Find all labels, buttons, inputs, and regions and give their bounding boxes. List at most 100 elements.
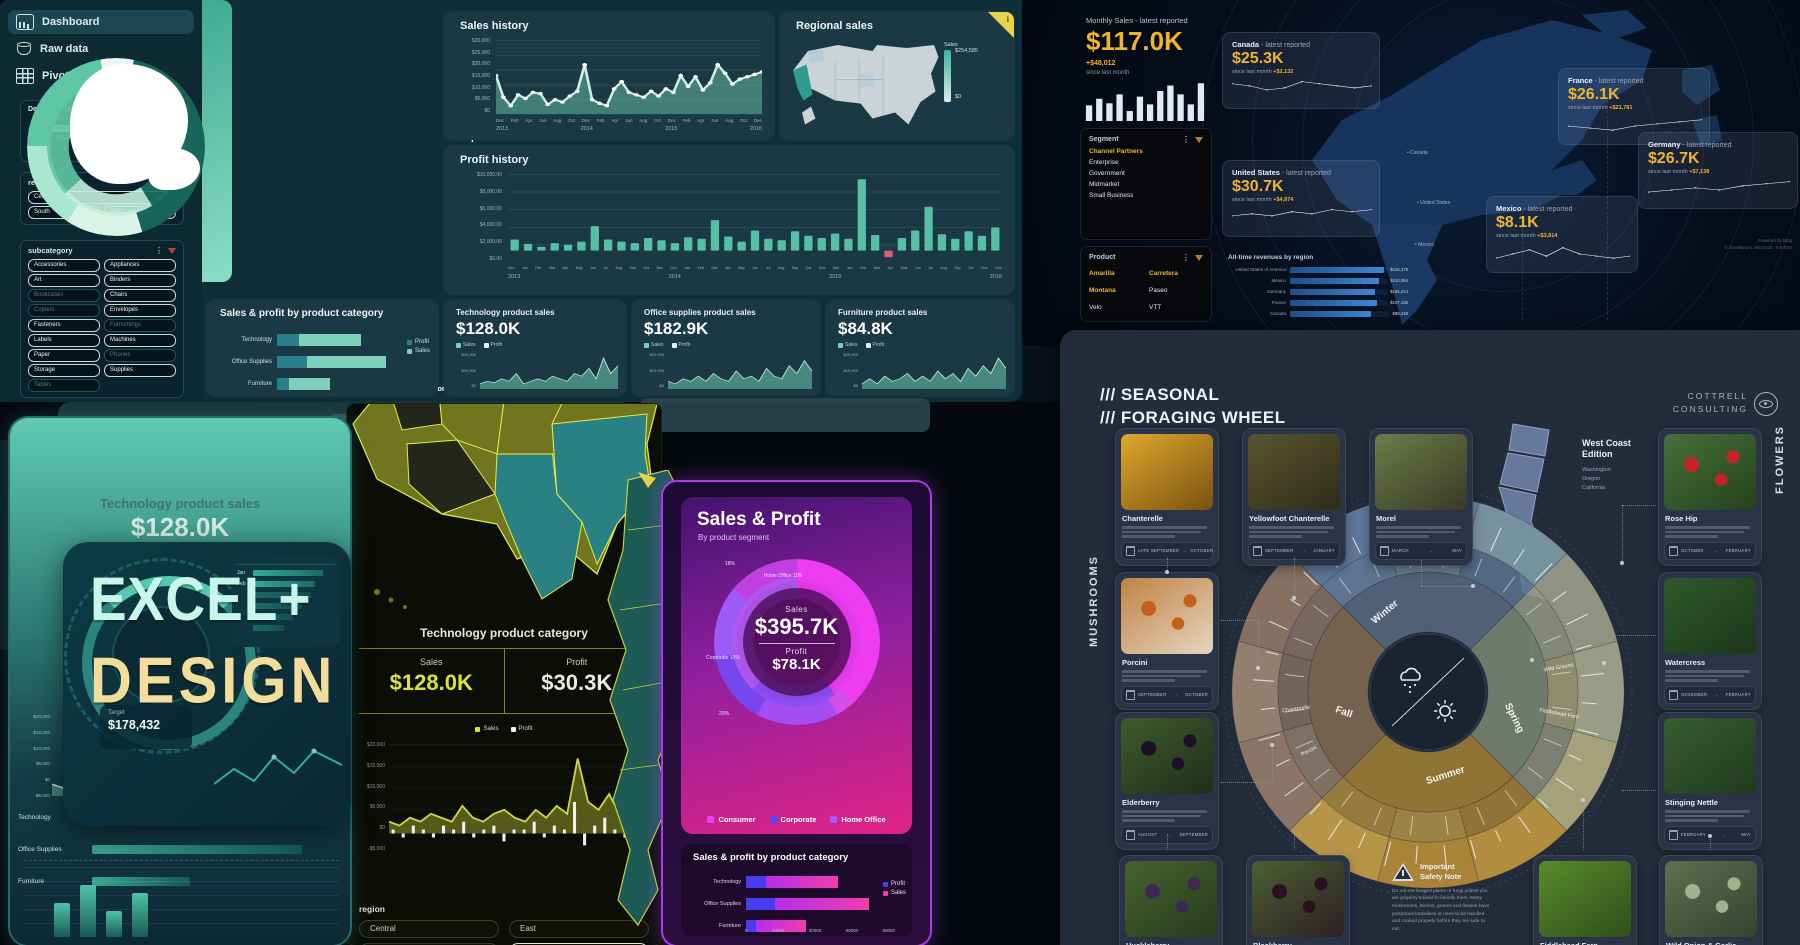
mini-chart [668, 359, 812, 390]
category-bars [746, 898, 869, 910]
text-line [1122, 530, 1202, 533]
card-name: Stinging Nettle [1665, 798, 1718, 807]
subcategory-filter-title: subcategory [28, 246, 73, 255]
subcategory-option-binders[interactable]: Binders [104, 274, 176, 287]
axis-tick: $20,000 [33, 714, 50, 719]
category-bars [277, 334, 386, 346]
legend-item: Sales [475, 726, 499, 732]
text-line [1376, 526, 1461, 529]
subcategory-option-envelopes[interactable]: Envelopes [104, 304, 176, 317]
callout-value: $26.1K [1568, 86, 1620, 103]
region-option-central[interactable]: Central [359, 920, 499, 938]
axis-tick: 2016 [749, 126, 762, 132]
mini-chart [862, 357, 1006, 390]
forage-card-chanterelle: Chanterelle LATE SEPTEMBER → OCTOBER [1115, 428, 1219, 566]
card-photo [1125, 861, 1217, 937]
subcategory-option-storage[interactable]: Storage [28, 364, 100, 377]
warning-icon [1392, 862, 1414, 881]
season-chip: LATE SEPTEMBER → OCTOBER [1121, 541, 1213, 560]
revenue-bar [1290, 299, 1377, 306]
product-option-paseo[interactable]: Paseo [1149, 287, 1168, 294]
filter-icon[interactable] [1195, 254, 1203, 261]
axis-tick: Feb [860, 266, 867, 270]
kebab-icon[interactable]: ⋮ [1182, 253, 1190, 262]
sidebar-item-label: Raw data [40, 43, 89, 55]
segment-option-small-business[interactable]: Small Business [1089, 192, 1134, 199]
dashboard-fragment [640, 398, 930, 432]
axis-tick: Apr [697, 118, 705, 123]
connector-dot [1165, 570, 1169, 574]
subcategory-option-furnishings[interactable]: Furnishings [104, 319, 176, 332]
legend-item: Sales [838, 342, 858, 348]
revenue-bar [1290, 277, 1380, 284]
product-option-carretera[interactable]: Carretera [1149, 270, 1178, 277]
product-option-amarilla[interactable]: Amarilla [1089, 270, 1115, 277]
subcategory-option-chairs[interactable]: Chairs [104, 289, 176, 302]
subcategory-option-bookcases[interactable]: Bookcases [28, 289, 100, 302]
subcategory-option-phones[interactable]: Phones [104, 349, 176, 362]
connector-line [1604, 635, 1656, 636]
category-label: Technology [713, 879, 741, 885]
text-line [1249, 530, 1329, 533]
axis-tick: $20,000 [461, 352, 476, 357]
axis-tick: Nov [818, 266, 826, 270]
corner-note[interactable] [988, 12, 1014, 38]
subcategory-option-art[interactable]: Art [28, 274, 100, 287]
connector-line [1220, 620, 1258, 621]
row-bar [253, 569, 323, 576]
season-start: AUGUST [1138, 832, 1158, 837]
axis-tick: Oct [740, 118, 748, 123]
product-option-velo[interactable]: Velo [1089, 304, 1102, 311]
subcategory-option-fasteners[interactable]: Fasteners [28, 319, 100, 332]
subcategory-option-appliances[interactable]: Appliances [104, 259, 176, 272]
axis-tick: Apr [525, 118, 533, 123]
legend-item: Sales [882, 890, 906, 896]
subcategory-option-machines[interactable]: Machines [104, 334, 176, 347]
donut-legend: Consumer Corporate Home Office [681, 815, 912, 824]
legend-label: Profit [490, 342, 503, 348]
product-option-vtt[interactable]: VTT [1149, 304, 1162, 311]
axis-tick: Aug [725, 118, 734, 123]
card-photo [1665, 861, 1757, 937]
axis-tick: $20,000 [843, 352, 858, 357]
filter-icon[interactable] [168, 247, 176, 254]
subcategory-option-tables[interactable]: Tables [28, 379, 100, 392]
axis-tick: May [575, 266, 583, 270]
mini-table-art: Jan Feb [232, 555, 340, 647]
product-filter: Product ⋮ Amarilla Carretera Montana Paseo V… [1080, 246, 1212, 322]
segment-option-enterprise[interactable]: Enterprise [1089, 159, 1119, 166]
sidebar-item-raw-data[interactable]: Raw data [8, 38, 194, 60]
subcategory-option-labels[interactable]: Labels [28, 334, 100, 347]
region-option-east[interactable]: East [509, 920, 649, 938]
legend-item: Sales [406, 348, 430, 354]
text-line [1665, 814, 1745, 817]
row-bar [253, 613, 293, 620]
sidebar-item-dashboard[interactable]: Dashboard [8, 10, 194, 34]
excel-design-logo-card: Jan Feb Target $178,432 [64, 543, 350, 825]
card-photo [1664, 718, 1756, 794]
kebab-icon[interactable]: ⋮ [1182, 135, 1190, 144]
connector-line [1272, 745, 1273, 782]
forage-card-stinging-nettle: Stinging Nettle FEBRUARY → MAY [1658, 712, 1762, 850]
legend-item: Sales [456, 342, 476, 348]
category-label: Office Supplies [231, 359, 272, 365]
subcategory-option-paper[interactable]: Paper [28, 349, 100, 362]
subcategory-option-copiers[interactable]: Copiers [28, 304, 100, 317]
filter-icon[interactable] [1195, 136, 1203, 143]
arrow-icon: → [1714, 691, 1720, 698]
segment-option-channel-partners[interactable]: Channel Partners [1089, 148, 1143, 155]
product-option-montana[interactable]: Montana [1089, 287, 1116, 294]
season-end: MAY [1741, 832, 1751, 837]
segment-option-government[interactable]: Government [1089, 170, 1125, 177]
axis-tick: Sep [629, 266, 636, 270]
callout-mexico: Mexico - latest reported $8.1K since last … [1486, 196, 1638, 273]
revenue-label: Mexico [1271, 278, 1286, 283]
kpi-title: Monthly Sales - latest reported [1086, 16, 1188, 25]
axis-tick: Jun [711, 118, 719, 123]
segment-option-midmarket[interactable]: Midmarket [1089, 181, 1120, 188]
subcategory-option-accessories[interactable]: Accessories [28, 259, 100, 272]
forage-card-yellowfoot-chanterelle: Yellowfoot Chanterelle SEPTEMBER → JANUARY [1242, 428, 1346, 566]
kebab-icon[interactable]: ⋮ [155, 246, 163, 255]
subcategory-option-supplies[interactable]: Supplies [104, 364, 176, 377]
calendar-icon [1669, 545, 1678, 556]
